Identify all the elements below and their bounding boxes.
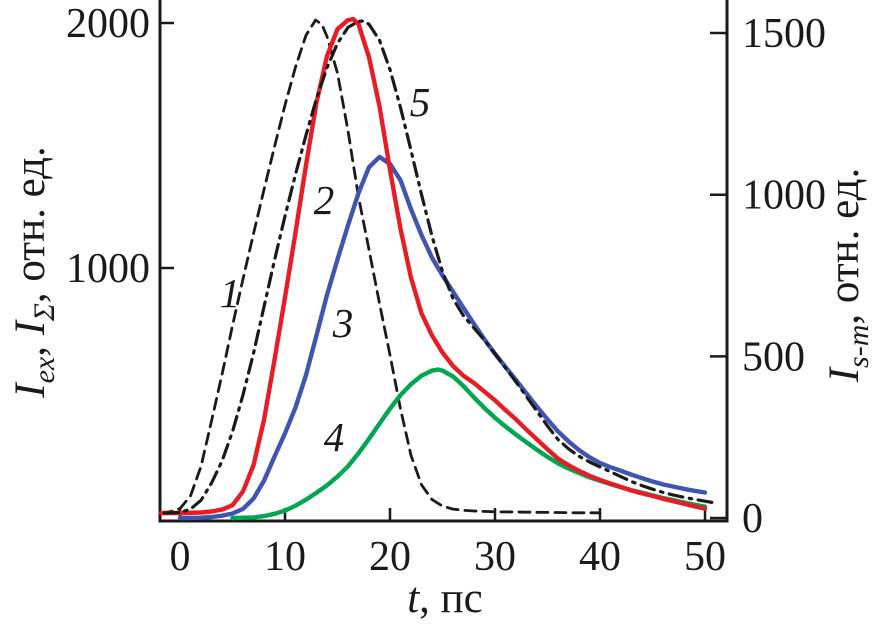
- right-axis-tick-label: 1000: [742, 173, 826, 219]
- curve-label-1: 1: [220, 270, 241, 316]
- axes-layer: 0 10 20 30 40 50 1000 2000 0 500 1000 1500: [66, 0, 826, 580]
- curve-label-5: 5: [410, 79, 431, 125]
- labels-layer: Iex, IΣ, отн. ед. Is-m, отн. ед. t, пс 1 2 3 4…: [7, 79, 875, 622]
- curve-label-3: 3: [332, 300, 354, 346]
- series-2-line: [158, 16, 708, 516]
- series-1-line: [159, 18, 602, 515]
- x-axis-tick-label: 30: [474, 534, 516, 580]
- left-axis-tick-label: 2000: [66, 1, 150, 47]
- x-axis-tick-label: 10: [264, 534, 306, 580]
- right-axis-title: Is-m, отн. ед.: [821, 168, 875, 384]
- series-layer: [158, 16, 718, 521]
- x-axis-tick-label: 50: [684, 534, 726, 580]
- series-4-line: [230, 367, 708, 521]
- series-5-line: [162, 19, 718, 515]
- left-axis-tick-label: 1000: [66, 246, 150, 292]
- x-axis-tick-label: 20: [369, 534, 411, 580]
- right-axis-tick-label: 0: [742, 496, 763, 542]
- right-axis-tick-label: 500: [742, 334, 805, 380]
- x-axis-tick-label: 40: [579, 534, 621, 580]
- left-axis-title: Iex, IΣ, отн. ед.: [7, 146, 61, 399]
- curve-label-4: 4: [324, 414, 345, 460]
- curve-label-2: 2: [314, 177, 335, 223]
- x-axis-tick-label: 0: [170, 534, 191, 580]
- right-axis-tick-label: 1500: [742, 11, 826, 57]
- x-axis-title: t, пс: [407, 575, 483, 622]
